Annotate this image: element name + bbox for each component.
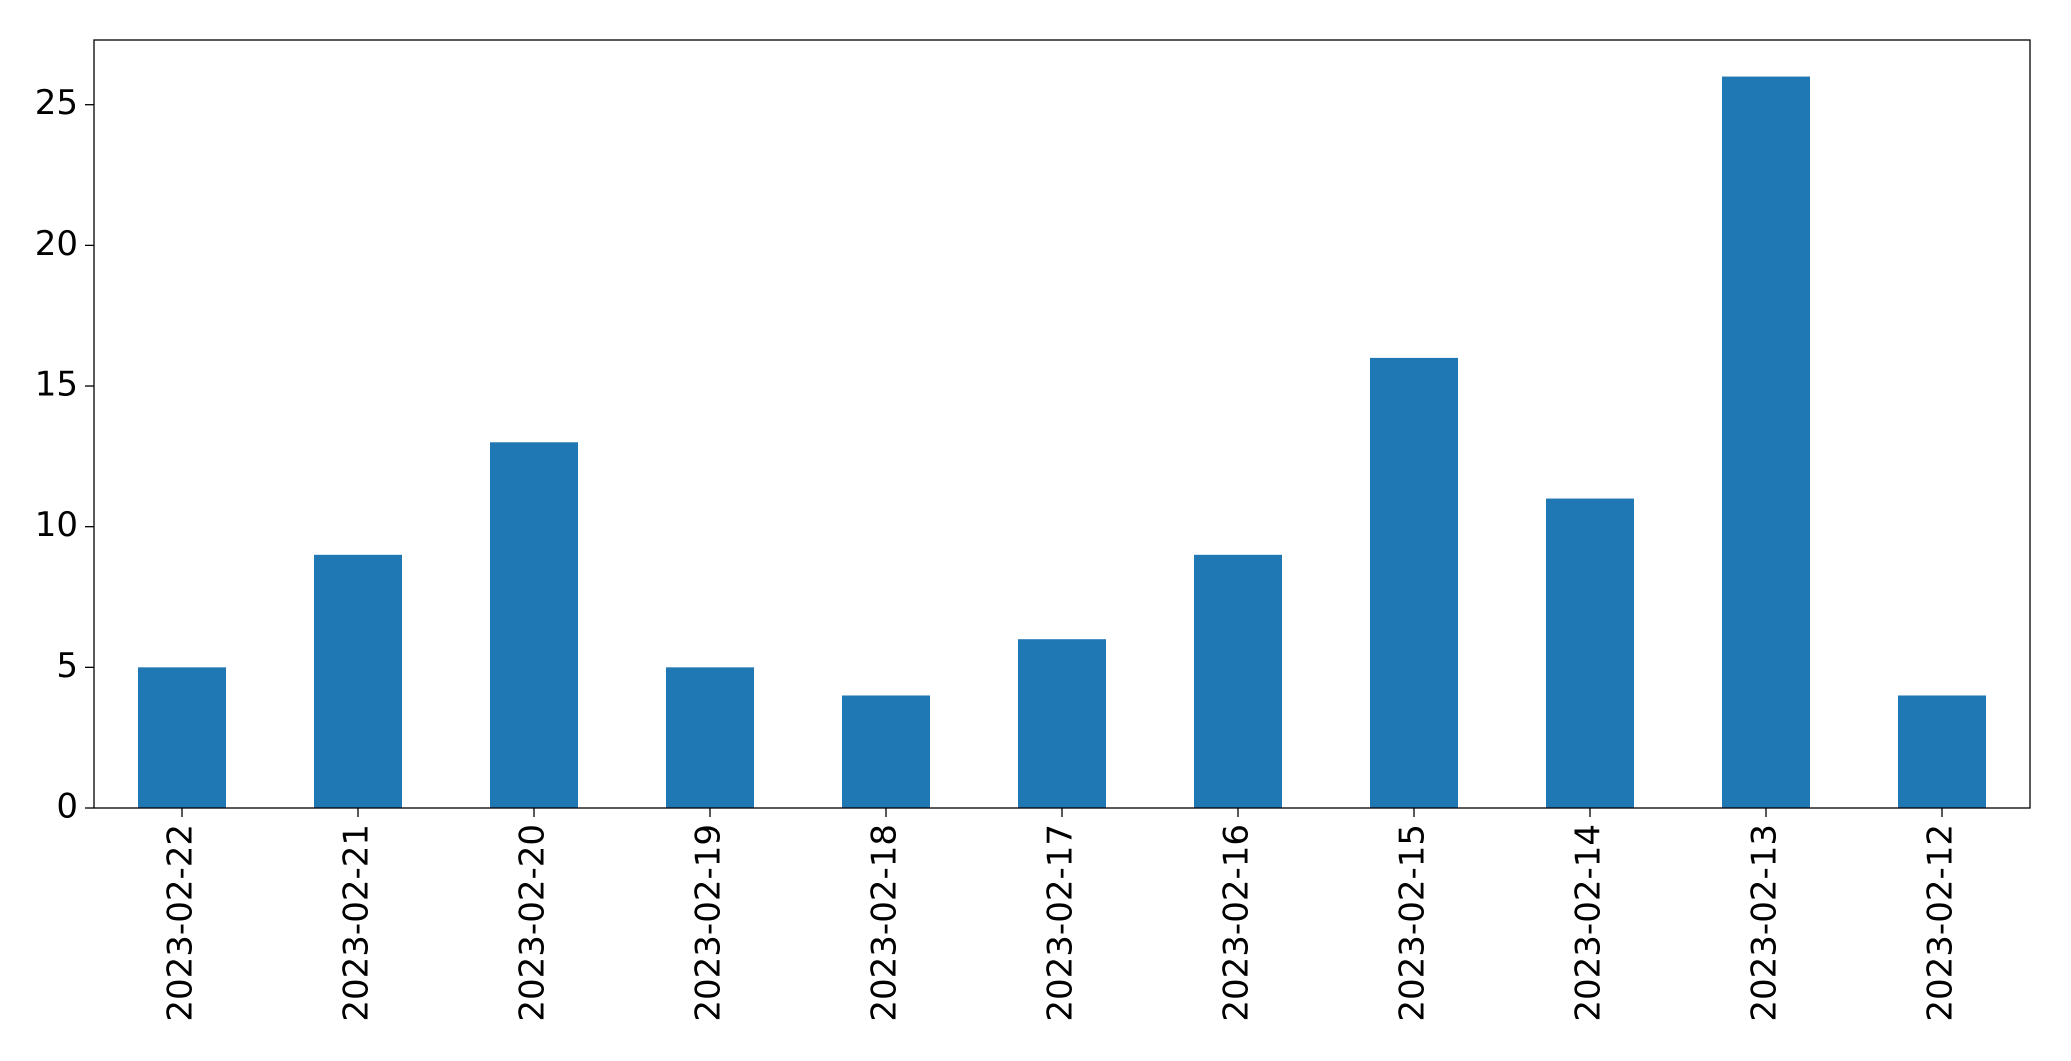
bar	[490, 442, 578, 808]
bar	[842, 695, 930, 808]
plot-frame	[93, 39, 2031, 809]
x-tick-label: 2023-02-22	[161, 824, 201, 1022]
bar	[666, 667, 754, 808]
y-tick-label: 20	[35, 224, 78, 264]
y-tick-label: 5	[56, 646, 78, 686]
x-tick-label: 2023-02-17	[1041, 824, 1081, 1022]
y-tick-label: 25	[35, 83, 78, 123]
bar	[138, 667, 226, 808]
x-tick-label: 2023-02-21	[337, 824, 377, 1022]
bar	[1722, 76, 1810, 809]
x-tick-label: 2023-02-20	[513, 824, 553, 1022]
y-tick-label: 10	[35, 505, 78, 545]
x-tick-label: 2023-02-13	[1745, 824, 1785, 1022]
x-tick-label: 2023-02-14	[1569, 824, 1609, 1022]
bar	[314, 554, 402, 808]
x-tick-label: 2023-02-18	[865, 824, 905, 1022]
y-tick-label: 15	[35, 365, 78, 405]
bar	[1546, 498, 1634, 808]
x-tick-label: 2023-02-12	[1921, 824, 1961, 1022]
x-tick-label: 2023-02-16	[1217, 824, 1257, 1022]
bar	[1194, 554, 1282, 808]
bar	[1018, 639, 1106, 808]
x-tick-label: 2023-02-19	[689, 824, 729, 1022]
bar	[1370, 357, 1458, 808]
y-tick-label: 0	[56, 787, 78, 827]
bar	[1898, 695, 1986, 808]
x-tick-label: 2023-02-15	[1393, 824, 1433, 1022]
